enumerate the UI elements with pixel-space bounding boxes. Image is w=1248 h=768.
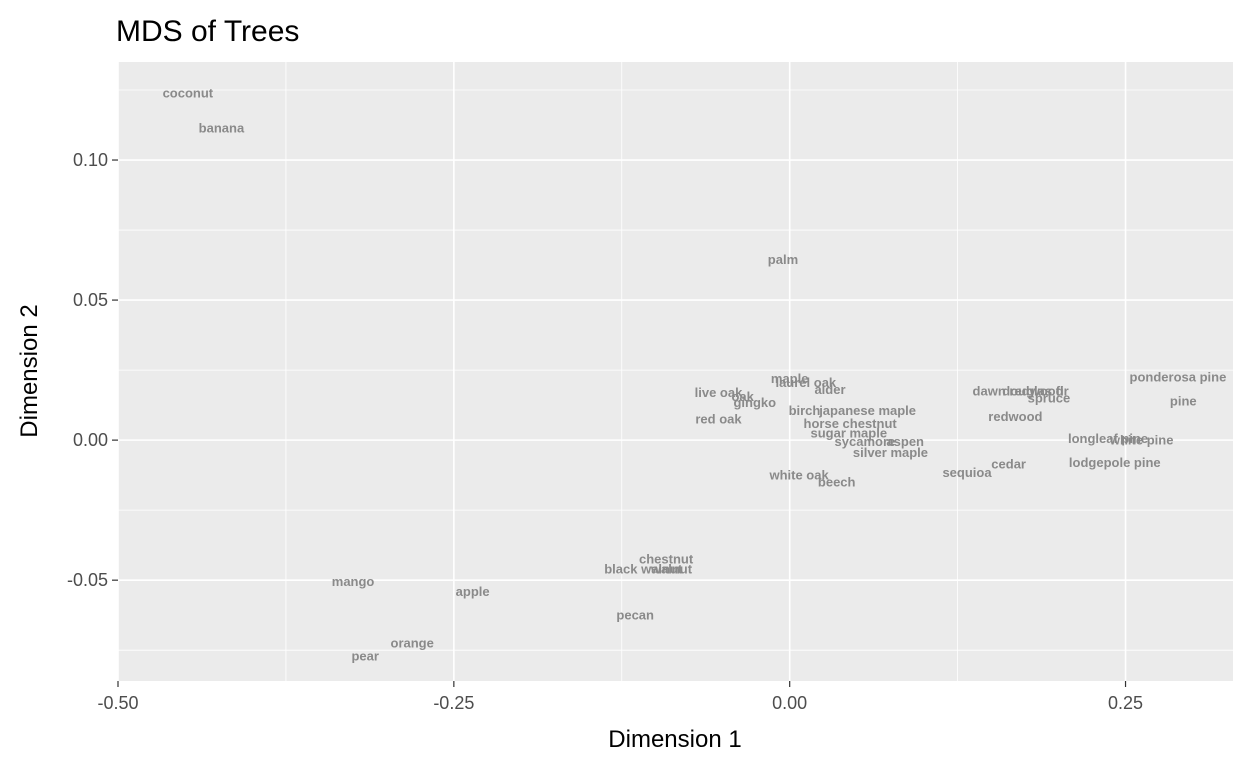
x-tick-label: -0.50 (97, 693, 138, 713)
point-label: birch (789, 403, 821, 418)
x-axis-title: Dimension 1 (608, 726, 741, 753)
point-label: laurel oak (775, 375, 836, 390)
point-label: cedar (991, 456, 1026, 471)
point-label: pine (1170, 393, 1197, 408)
point-label: gingko (733, 395, 776, 410)
point-label: white oak (768, 468, 829, 483)
point-label: aspen (886, 434, 924, 449)
chart-title: MDS of Trees (116, 15, 299, 48)
y-tick-label: -0.05 (67, 570, 108, 590)
point-label: pear (351, 648, 378, 663)
point-label: redwood (988, 409, 1042, 424)
point-label: oak (731, 389, 754, 404)
point-label: palm (768, 252, 798, 267)
point-label: chestnut (639, 552, 694, 567)
x-tick-label: 0.25 (1108, 693, 1143, 713)
point-label: silver maple (853, 445, 928, 460)
y-axis: -0.05 0.00 0.05 0.10 (67, 150, 118, 590)
point-label: banana (199, 120, 245, 135)
y-tick-label: 0.10 (73, 150, 108, 170)
y-axis-title: Dimension 2 (16, 304, 43, 437)
y-tick-label: 0.00 (73, 430, 108, 450)
x-tick-label: 0.00 (772, 693, 807, 713)
point-label: beech (818, 475, 856, 490)
point-label: pecan (616, 608, 654, 623)
point-label: black walnut (604, 561, 683, 576)
point-label: sequioa (942, 465, 992, 480)
point-label: ponderosa pine (1130, 370, 1227, 385)
point-label: sycamore (835, 434, 896, 449)
point-label: sugar maple (810, 426, 887, 441)
point-label: red oak (695, 412, 742, 427)
point-label: alder (814, 382, 845, 397)
point-label: live oak (695, 385, 743, 400)
point-label: dawn redwood (973, 384, 1064, 399)
point-label: coconut (163, 85, 214, 100)
point-label: walnut (650, 561, 693, 576)
point-label: lodgepole pine (1069, 455, 1161, 470)
point-label: apple (456, 584, 490, 599)
plot-panel (118, 62, 1233, 681)
point-label: white pine (1109, 433, 1174, 448)
point-label: orange (391, 636, 434, 651)
point-label: japanese maple (818, 403, 916, 418)
minor-gridlines (118, 62, 1233, 681)
x-tick-label: -0.25 (433, 693, 474, 713)
point-label: horse chestnut (804, 416, 898, 431)
x-axis: -0.50 -0.25 0.00 0.25 (97, 681, 1143, 713)
point-label: mango (332, 574, 375, 589)
point-label: maple (771, 371, 809, 386)
point-label: spruce (1028, 391, 1071, 406)
point-label: douglas fir (1002, 384, 1068, 399)
major-gridlines (117, 62, 1233, 681)
y-tick-label: 0.05 (73, 290, 108, 310)
point-label: longleaf pine (1068, 431, 1148, 446)
